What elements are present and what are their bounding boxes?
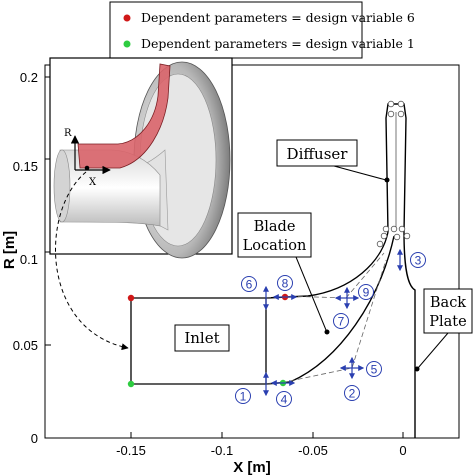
back-plate-label-line1: Back xyxy=(430,295,466,311)
dv-label-8: 8 xyxy=(277,275,293,291)
diffuser-shroud-wall xyxy=(385,103,407,233)
legend-red-marker xyxy=(123,14,131,22)
inset-r-label: R xyxy=(64,128,72,139)
back-plate-callout: Back Plate xyxy=(414,288,473,372)
y-tick-label: 0.2 xyxy=(20,70,38,85)
inset-x-label: X xyxy=(89,177,97,188)
dv-label-4: 4 xyxy=(276,391,292,407)
dv-label-9: 9 xyxy=(358,284,374,300)
blade-location-label-line1: Blade xyxy=(254,219,296,235)
svg-text:3: 3 xyxy=(415,254,422,268)
diffuser-label-box xyxy=(276,139,358,167)
x-tick-label: 0 xyxy=(399,443,406,458)
inlet-boundary xyxy=(130,297,266,385)
svg-text:7: 7 xyxy=(338,315,345,329)
blade-location-label-box xyxy=(237,212,312,258)
dv6-dependent-point xyxy=(127,294,135,302)
diffuser-label: Diffuser xyxy=(287,145,349,163)
back-plate-label-box xyxy=(423,288,473,334)
blade-location-label-line2: Location xyxy=(243,238,307,254)
svg-text:5: 5 xyxy=(371,363,378,377)
x-tick-label: -0.05 xyxy=(298,443,328,458)
inlet-label: Inlet xyxy=(184,329,219,347)
legend-green-marker xyxy=(123,40,131,48)
back-plate-curve xyxy=(403,231,416,438)
x-tick-label: -0.1 xyxy=(211,443,233,458)
x-axis-title: X [m] xyxy=(233,459,271,476)
legend: Dependent parameters = design variable 6… xyxy=(109,1,415,59)
y-axis-title: R [m] xyxy=(1,231,18,269)
inset-to-inlet-connector xyxy=(55,171,129,351)
back-plate-label-line2: Plate xyxy=(429,314,466,330)
dv-label-6: 6 xyxy=(241,276,257,292)
svg-text:4: 4 xyxy=(281,393,288,407)
blade-surface xyxy=(77,63,171,169)
plot-frame xyxy=(44,64,460,439)
y-tick-labels: 0 0.05 0.1 0.15 0.2 xyxy=(13,70,38,446)
dv-label-5: 5 xyxy=(366,361,382,377)
design-variable-arrows xyxy=(263,248,403,397)
x-tick-label: -0.15 xyxy=(116,443,146,458)
svg-text:8: 8 xyxy=(282,277,289,291)
svg-text:1: 1 xyxy=(240,390,247,404)
x-tick-labels: -0.15 -0.1 -0.05 0 xyxy=(116,443,406,458)
svg-text:9: 9 xyxy=(363,286,370,300)
y-tick-label: 0.15 xyxy=(13,159,38,174)
hub-curve xyxy=(265,235,395,385)
diffuser-control-points xyxy=(376,100,411,248)
blade-location-callout: Blade Location xyxy=(237,212,330,335)
legend-box xyxy=(109,1,363,59)
inlet-label-box xyxy=(174,324,230,352)
inset-inlet-point xyxy=(84,165,90,171)
dv-label-1: 1 xyxy=(235,388,251,404)
impeller-3d-inset: R X xyxy=(49,57,233,259)
dv-label-3: 3 xyxy=(410,252,426,268)
dv-label-7: 7 xyxy=(333,313,349,329)
legend-item-dv1: Dependent parameters = design variable 1 xyxy=(141,36,415,51)
design-variable-labels: 6 8 9 7 3 5 2 1 xyxy=(235,252,426,407)
y-tick-label: 0 xyxy=(31,431,38,446)
y-tick-label: 0.05 xyxy=(13,338,38,353)
diffuser-callout: Diffuser xyxy=(276,139,390,183)
inlet-callout: Inlet xyxy=(174,324,230,352)
legend-item-dv6: Dependent parameters = design variable 6 xyxy=(141,10,415,25)
svg-text:2: 2 xyxy=(349,387,356,401)
svg-text:6: 6 xyxy=(246,278,253,292)
dv-label-2: 2 xyxy=(344,385,360,401)
dv1-dependent-point xyxy=(127,380,135,388)
y-tick-label: 0.1 xyxy=(20,252,38,267)
